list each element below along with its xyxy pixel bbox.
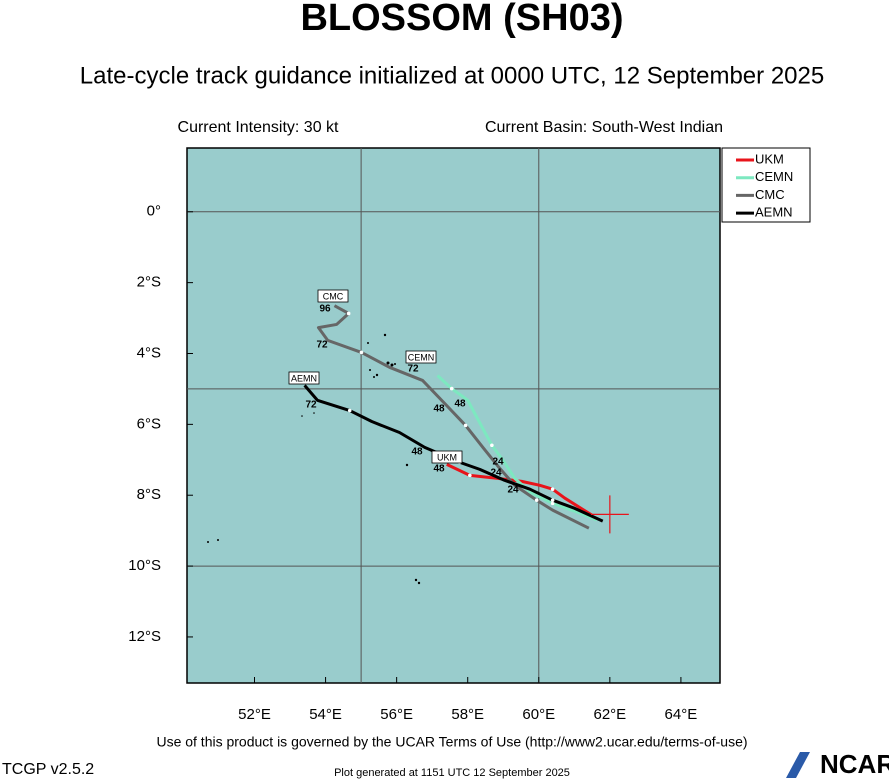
x-tick-label: 58°E xyxy=(451,706,484,723)
hour-label: 24 xyxy=(492,457,504,468)
track-name-box xyxy=(405,350,437,364)
y-tick-label: 12°S xyxy=(128,628,161,645)
chart-title: BLOSSOM (SH03) xyxy=(300,0,623,39)
basin: Current Basin: South-West Indian xyxy=(485,119,723,136)
version: TCGP v2.5.2 xyxy=(2,761,94,778)
legend: UKM CEMN CMC AEMN xyxy=(721,147,811,223)
y-tick-label: 8°S xyxy=(137,486,161,503)
logo-mark xyxy=(786,752,810,778)
track-name-box xyxy=(288,371,320,385)
legend-label: UKM xyxy=(755,151,784,166)
generated: Plot generated at 1151 UTC 12 September … xyxy=(334,767,570,779)
hour-label: 96 xyxy=(319,304,331,315)
hour-label: 48 xyxy=(433,464,445,475)
map-area xyxy=(186,147,721,684)
track xyxy=(436,374,598,522)
x-tick-label: 56°E xyxy=(380,706,413,723)
track-point xyxy=(490,443,494,448)
hour-label: 24 xyxy=(490,468,502,479)
y-tick-label: 6°S xyxy=(137,415,161,432)
x-tick-label: 64°E xyxy=(665,706,698,723)
y-tick-label: 4°S xyxy=(137,344,161,361)
x-tick-label: 60°E xyxy=(522,706,555,723)
track-point xyxy=(534,498,539,502)
hour-label: 72 xyxy=(316,340,328,351)
x-tick-label: 52°E xyxy=(238,706,271,723)
track-point xyxy=(550,487,555,491)
track-point xyxy=(550,501,555,506)
track-point xyxy=(468,473,472,478)
hour-label: 48 xyxy=(454,399,466,410)
terms: Use of this product is governed by the U… xyxy=(156,734,747,750)
hour-label: 48 xyxy=(411,447,423,458)
map-layer xyxy=(187,148,720,683)
hour-label: 72 xyxy=(407,364,419,375)
subtitle: Late-cycle track guidance initialized at… xyxy=(80,62,824,89)
track-name-box xyxy=(431,450,463,464)
track-point xyxy=(449,386,454,391)
y-tick-label: 0° xyxy=(147,203,161,220)
hour-label: 24 xyxy=(507,485,519,496)
legend-label: CMC xyxy=(755,187,785,202)
track-name: UKM xyxy=(437,452,457,462)
track-point xyxy=(359,350,364,355)
islands xyxy=(207,333,421,585)
logo: NCAR xyxy=(820,749,889,779)
legend-label: CEMN xyxy=(755,169,793,184)
track xyxy=(446,463,593,517)
x-tick-label: 54°E xyxy=(309,706,342,723)
track-name: CMC xyxy=(323,291,344,301)
track-name: AEMN xyxy=(291,373,317,383)
hour-label: 48 xyxy=(433,404,445,415)
hour-label: 72 xyxy=(305,400,317,411)
track-name: CEMN xyxy=(408,352,435,362)
intensity: Current Intensity: 30 kt xyxy=(178,119,340,136)
track-point xyxy=(550,498,555,502)
track-point xyxy=(463,423,468,428)
y-tick-label: 10°S xyxy=(128,557,161,574)
y-tick-label: 2°S xyxy=(137,274,161,291)
legend-label: AEMN xyxy=(755,205,793,220)
current-position xyxy=(590,495,629,534)
track xyxy=(316,304,590,530)
track-point xyxy=(347,408,352,413)
track-point xyxy=(346,311,351,316)
track-name-box xyxy=(317,289,349,303)
x-tick-label: 62°E xyxy=(593,706,626,723)
